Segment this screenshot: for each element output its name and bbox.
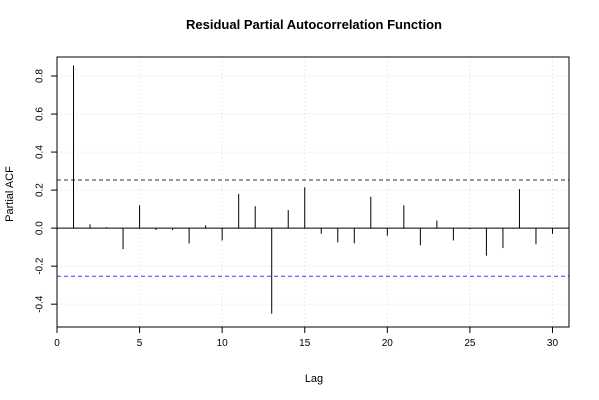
- x-tick-label: 25: [464, 338, 476, 349]
- grid-lines: [56, 57, 569, 327]
- x-tick-label: 15: [299, 338, 311, 349]
- pacf-bars: [73, 65, 553, 314]
- y-tick-label: 0.4: [35, 145, 46, 159]
- y-tick-label: 0.0: [35, 221, 46, 235]
- plot-frame: [56, 56, 570, 328]
- x-tick-label: 5: [137, 338, 143, 349]
- y-tick-label: -0.4: [35, 295, 46, 313]
- y-tick-label: 0.2: [35, 183, 46, 197]
- y-tick-label: 0.6: [35, 107, 46, 121]
- x-axis-label: Lag: [305, 373, 323, 385]
- y-tick-label: -0.2: [35, 257, 46, 275]
- y-axis: -0.4 -0.2 0.0 0.2 0.4 0.6 0.8: [35, 69, 57, 313]
- chart-title: Residual Partial Autocorrelation Functio…: [186, 17, 442, 32]
- confidence-bounds: [57, 179, 569, 277]
- x-tick-label: 10: [217, 338, 229, 349]
- x-tick-label: 20: [382, 338, 394, 349]
- y-axis-label: Partial ACF: [4, 166, 16, 222]
- x-tick-label: 30: [547, 338, 559, 349]
- x-axis: 0 5 10 15 20 25 30: [54, 327, 558, 349]
- x-tick-label: 0: [54, 338, 60, 349]
- y-tick-label: 0.8: [35, 69, 46, 83]
